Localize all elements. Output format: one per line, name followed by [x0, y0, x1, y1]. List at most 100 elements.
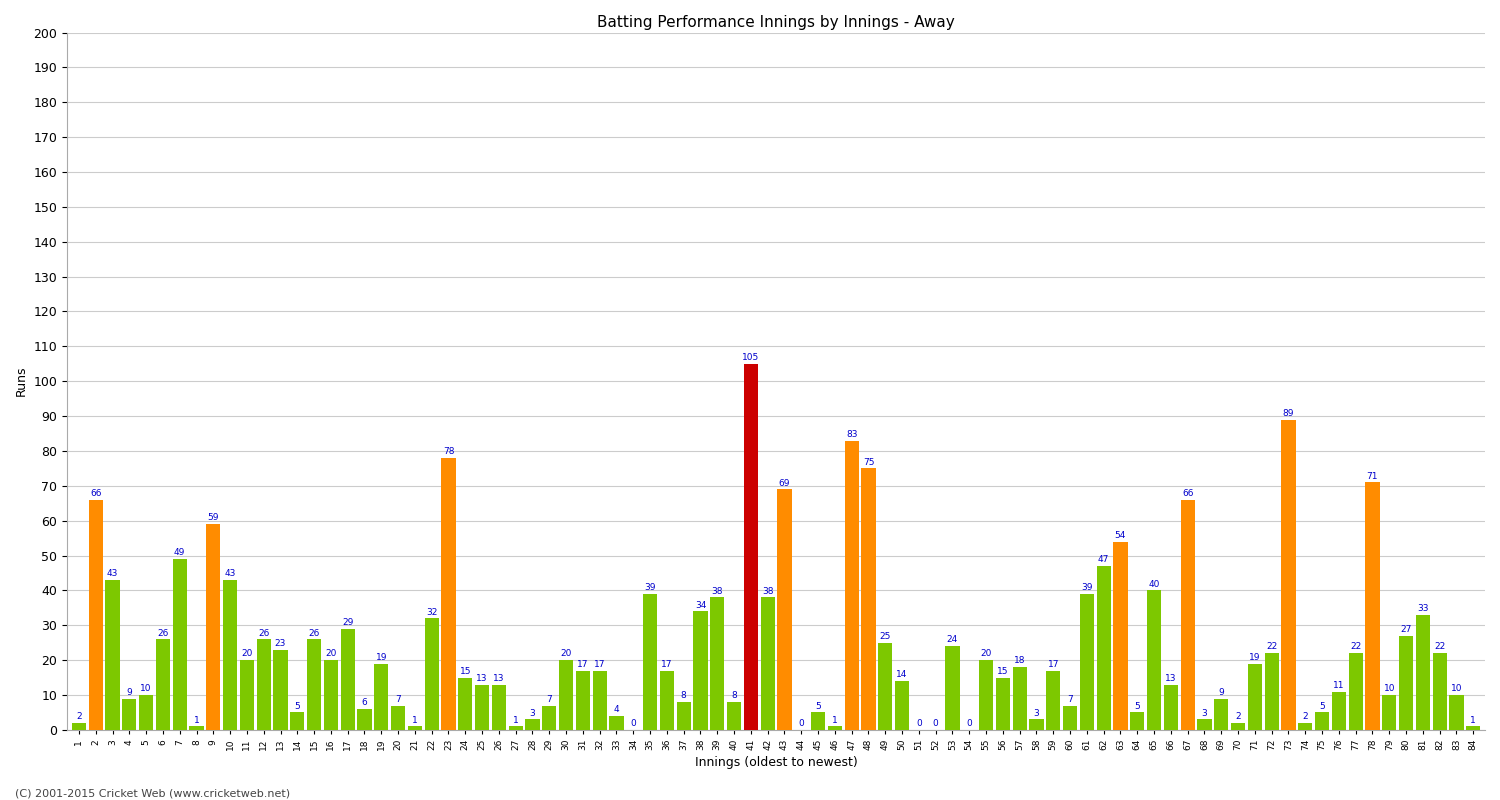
Text: 47: 47: [1098, 555, 1110, 564]
Bar: [777, 490, 792, 730]
Text: 18: 18: [1014, 657, 1026, 666]
Text: 20: 20: [561, 650, 572, 658]
Text: 17: 17: [1047, 660, 1059, 669]
Bar: [1449, 695, 1464, 730]
Text: 10: 10: [1383, 684, 1395, 694]
Bar: [476, 685, 489, 730]
Bar: [844, 441, 859, 730]
Bar: [1432, 654, 1448, 730]
Bar: [861, 469, 876, 730]
Text: 7: 7: [1066, 694, 1072, 704]
Text: 32: 32: [426, 607, 438, 617]
Text: 26: 26: [258, 629, 270, 638]
Bar: [1148, 590, 1161, 730]
Text: 29: 29: [342, 618, 354, 627]
Text: 33: 33: [1418, 604, 1428, 613]
Text: 7: 7: [546, 694, 552, 704]
Bar: [392, 706, 405, 730]
Text: 20: 20: [326, 650, 336, 658]
Text: 22: 22: [1350, 642, 1362, 651]
Text: 3: 3: [530, 709, 536, 718]
Text: 7: 7: [394, 694, 400, 704]
Bar: [509, 726, 524, 730]
Text: 66: 66: [1182, 489, 1194, 498]
Bar: [945, 646, 960, 730]
Text: 54: 54: [1114, 531, 1126, 540]
Text: 69: 69: [778, 478, 790, 487]
Bar: [156, 639, 170, 730]
Bar: [576, 670, 590, 730]
Text: 105: 105: [742, 353, 759, 362]
Bar: [408, 726, 422, 730]
Bar: [1348, 654, 1364, 730]
Bar: [896, 681, 909, 730]
Text: 26: 26: [309, 629, 320, 638]
Bar: [374, 664, 388, 730]
Text: 19: 19: [375, 653, 387, 662]
Bar: [224, 580, 237, 730]
Text: 27: 27: [1401, 625, 1411, 634]
Bar: [1080, 594, 1094, 730]
Text: 10: 10: [1450, 684, 1462, 694]
Bar: [492, 685, 506, 730]
Text: 0: 0: [933, 719, 939, 728]
Bar: [1332, 691, 1346, 730]
Text: 9: 9: [1218, 688, 1224, 697]
Text: 4: 4: [614, 706, 620, 714]
Bar: [290, 713, 304, 730]
Bar: [1180, 500, 1196, 730]
Bar: [88, 500, 104, 730]
Text: 1: 1: [194, 716, 200, 725]
Bar: [542, 706, 556, 730]
Text: 2: 2: [1234, 712, 1240, 721]
Text: 17: 17: [578, 660, 588, 669]
Bar: [357, 709, 372, 730]
Bar: [676, 702, 692, 730]
Text: 75: 75: [862, 458, 874, 466]
Bar: [308, 639, 321, 730]
Bar: [644, 594, 657, 730]
Bar: [812, 713, 825, 730]
Text: 10: 10: [141, 684, 152, 694]
Text: 17: 17: [662, 660, 672, 669]
Text: 19: 19: [1250, 653, 1260, 662]
Bar: [1416, 615, 1430, 730]
Text: (C) 2001-2015 Cricket Web (www.cricketweb.net): (C) 2001-2015 Cricket Web (www.cricketwe…: [15, 788, 290, 798]
Text: 9: 9: [126, 688, 132, 697]
Bar: [828, 726, 842, 730]
Text: 15: 15: [998, 667, 1008, 676]
Bar: [1365, 482, 1380, 730]
Text: 22: 22: [1266, 642, 1278, 651]
Text: 49: 49: [174, 548, 186, 558]
Text: 14: 14: [897, 670, 908, 679]
Text: 23: 23: [274, 639, 286, 648]
Bar: [1316, 713, 1329, 730]
Title: Batting Performance Innings by Innings - Away: Batting Performance Innings by Innings -…: [597, 15, 956, 30]
Bar: [172, 559, 188, 730]
Bar: [206, 524, 220, 730]
Bar: [189, 726, 204, 730]
Text: 5: 5: [1134, 702, 1140, 710]
Text: 78: 78: [442, 447, 454, 456]
Bar: [1197, 719, 1212, 730]
Text: 39: 39: [1082, 583, 1092, 592]
Text: 71: 71: [1366, 472, 1378, 481]
Text: 40: 40: [1149, 580, 1160, 589]
Text: 17: 17: [594, 660, 606, 669]
Text: 24: 24: [946, 635, 958, 645]
Text: 13: 13: [494, 674, 504, 683]
Text: 1: 1: [1470, 716, 1476, 725]
Text: 83: 83: [846, 430, 858, 438]
Bar: [1113, 542, 1128, 730]
Bar: [1130, 713, 1144, 730]
Bar: [1046, 670, 1060, 730]
Text: 26: 26: [158, 629, 168, 638]
Bar: [1298, 723, 1312, 730]
Bar: [660, 670, 674, 730]
Y-axis label: Runs: Runs: [15, 366, 28, 397]
Text: 3: 3: [1202, 709, 1208, 718]
Bar: [996, 678, 1010, 730]
Bar: [1214, 698, 1228, 730]
Bar: [340, 629, 356, 730]
Bar: [980, 660, 993, 730]
